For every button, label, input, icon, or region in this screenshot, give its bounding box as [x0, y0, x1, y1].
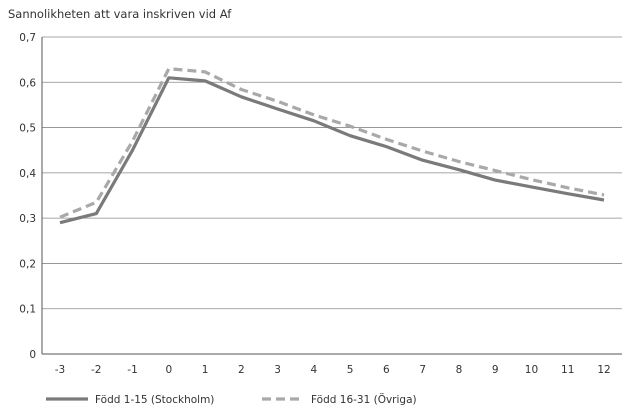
x-tick-label: 6 [383, 364, 390, 376]
legend-label: Född 16-31 (Övriga) [311, 393, 417, 406]
x-tick-label: 0 [165, 364, 172, 376]
x-tick-label: 2 [238, 364, 245, 376]
series-line-2 [59, 67, 605, 219]
x-tick-label: 1 [202, 364, 209, 376]
x-tick-label: 5 [347, 364, 354, 376]
x-tick-label: 11 [561, 364, 574, 376]
gridlines [41, 36, 622, 355]
x-tick-label: -3 [55, 364, 65, 376]
y-tick-label: 0,7 [19, 32, 36, 44]
x-tick-label: 10 [525, 364, 538, 376]
y-tick-label: 0,2 [19, 258, 36, 270]
x-tick-label: 9 [492, 364, 499, 376]
x-tick-label: 7 [419, 364, 426, 376]
legend: Född 1-15 (Stockholm) Född 16-31 (Övriga) [46, 393, 417, 406]
y-tick-label: 0,6 [19, 77, 36, 89]
x-tick-label: 4 [311, 364, 318, 376]
x-tick-labels: -3 -2 -1 0 1 2 3 4 5 6 7 8 9 10 11 12 [55, 364, 611, 376]
y-tick-label: 0 [29, 349, 36, 361]
x-tick-label: -1 [127, 364, 137, 376]
x-tick-label: 8 [456, 364, 463, 376]
chart-title: Sannolikheten att vara inskriven vid Af [8, 7, 232, 21]
y-tick-label: 0,3 [19, 213, 36, 225]
y-tick-label: 0,1 [19, 304, 36, 316]
y-tick-label: 0,4 [19, 168, 36, 180]
x-tick-label: 12 [597, 364, 610, 376]
series-line-1 [59, 76, 605, 225]
y-tick-labels: 0 0,1 0,2 0,3 0,4 0,5 0,6 0,7 [19, 32, 36, 361]
series-lines [59, 67, 605, 225]
legend-label: Född 1-15 (Stockholm) [95, 394, 214, 406]
y-tick-label: 0,5 [19, 123, 36, 135]
x-tick-label: -2 [91, 364, 101, 376]
x-tick-label: 3 [274, 364, 281, 376]
